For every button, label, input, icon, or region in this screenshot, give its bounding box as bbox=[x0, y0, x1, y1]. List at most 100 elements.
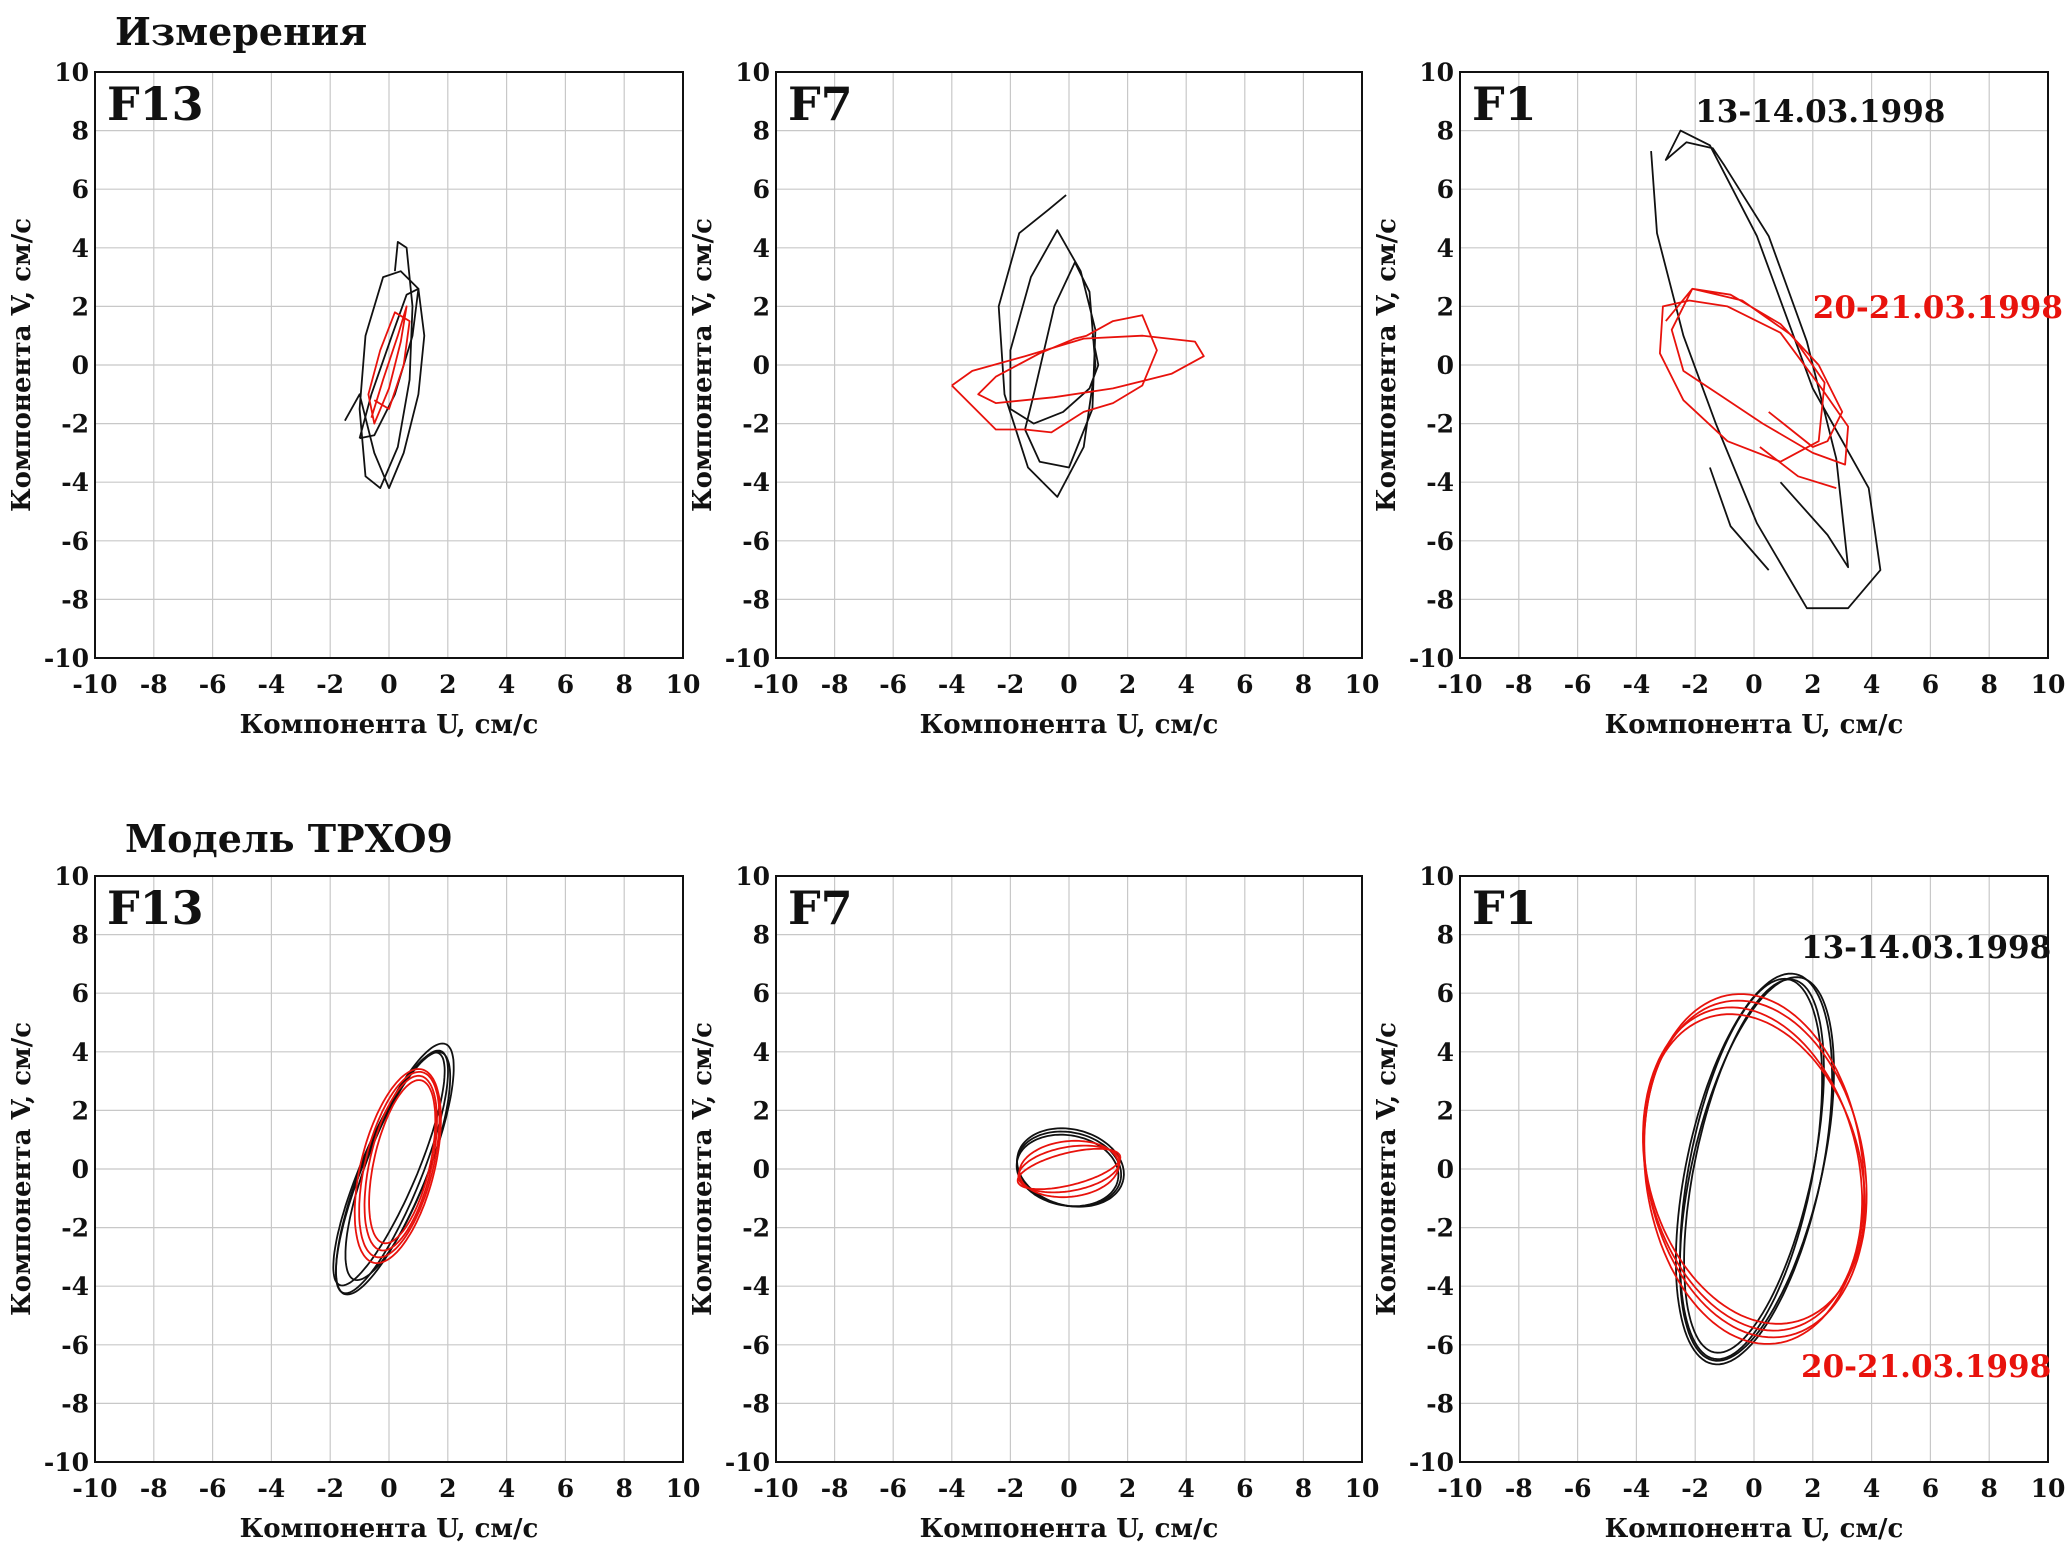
ellipse-red bbox=[363, 1074, 438, 1252]
x-tick-label: -4 bbox=[938, 1474, 966, 1503]
y-tick-label: 4 bbox=[753, 234, 770, 263]
section-title-model: Модель TPXO9 bbox=[125, 816, 453, 861]
y-tick-label: -2 bbox=[742, 1214, 770, 1243]
y-tick-label: -2 bbox=[61, 1214, 89, 1243]
x-tick-label: -2 bbox=[997, 1474, 1025, 1503]
ellipse-red bbox=[358, 1071, 441, 1259]
x-tick-label: 10 bbox=[2031, 1474, 2066, 1503]
y-tick-label: -6 bbox=[61, 1331, 89, 1360]
x-axis-label: Компонента U, см/с bbox=[240, 1514, 539, 1544]
plot-frame bbox=[775, 71, 1363, 659]
x-tick-label: 4 bbox=[1863, 1474, 1880, 1503]
ellipse-red bbox=[1016, 1147, 1122, 1191]
plot-frame bbox=[94, 71, 684, 659]
y-tick-label: 6 bbox=[72, 979, 89, 1008]
x-tick-label: 2 bbox=[1119, 1474, 1136, 1503]
y-tick-label: -10 bbox=[1409, 644, 1454, 673]
y-tick-label: -8 bbox=[61, 585, 89, 614]
y-tick-label: 8 bbox=[1437, 921, 1454, 950]
x-tick-label: -6 bbox=[1564, 1474, 1592, 1503]
y-tick-label: -8 bbox=[1426, 585, 1454, 614]
x-tick-label: 0 bbox=[380, 1474, 397, 1503]
x-tick-label: 2 bbox=[439, 670, 456, 699]
y-tick-label: -4 bbox=[61, 468, 89, 497]
x-tick-label: 0 bbox=[1745, 670, 1762, 699]
x-tick-label: 2 bbox=[1119, 670, 1136, 699]
x-tick-label: -6 bbox=[879, 1474, 907, 1503]
y-tick-label: -8 bbox=[742, 585, 770, 614]
y-tick-label: -10 bbox=[44, 1448, 89, 1477]
x-tick-label: -6 bbox=[1564, 670, 1592, 699]
ellipse-red bbox=[368, 1079, 437, 1245]
y-axis-label: Компонента V, см/с bbox=[1372, 218, 1402, 512]
ellipse-red bbox=[1642, 1006, 1863, 1332]
series-group bbox=[951, 194, 1205, 498]
y-tick-label: 0 bbox=[753, 351, 770, 380]
ellipse-black bbox=[1683, 978, 1825, 1354]
x-tick-label: 10 bbox=[666, 670, 701, 699]
date-annotation: 13-14.03.1998 bbox=[1801, 930, 2051, 966]
ellipse-red bbox=[1018, 1139, 1120, 1199]
x-axis-label: Компонента U, см/с bbox=[920, 1514, 1219, 1544]
y-tick-label: 10 bbox=[54, 862, 89, 891]
x-tick-label: -2 bbox=[1681, 670, 1709, 699]
y-tick-label: 8 bbox=[1437, 117, 1454, 146]
chart-panel-2: -10 -8 -6 -4 -2 0 2 4 6 8 10 -10 -8 -6 -4 -2 0 2 4 6 8 10 Комп… bbox=[688, 58, 1379, 740]
panel-label: F1 bbox=[1472, 881, 1537, 935]
x-tick-label: -4 bbox=[1623, 1474, 1651, 1503]
chart-panel-4: -10 -8 -6 -4 -2 0 2 4 6 8 10 -10 -8 -6 -4 -2 0 2 4 6 8 10 Комп… bbox=[7, 862, 700, 1544]
y-tick-label: -4 bbox=[1426, 1272, 1454, 1301]
x-tick-label: 10 bbox=[2031, 670, 2066, 699]
ellipse-red bbox=[1642, 1013, 1866, 1325]
plot-frame bbox=[94, 875, 684, 1463]
x-axis-label: Компонента U, см/с bbox=[240, 710, 539, 740]
x-tick-label: -4 bbox=[938, 670, 966, 699]
x-tick-label: 10 bbox=[1345, 1474, 1380, 1503]
x-tick-label: -2 bbox=[316, 670, 344, 699]
y-tick-label: -10 bbox=[725, 644, 770, 673]
y-tick-label: 4 bbox=[753, 1038, 770, 1067]
y-tick-label: 4 bbox=[72, 1038, 89, 1067]
series-line-red bbox=[1659, 287, 1849, 466]
y-tick-label: -6 bbox=[742, 1331, 770, 1360]
y-axis-label: Компонента V, см/с bbox=[7, 1022, 37, 1316]
y-tick-label: -2 bbox=[1426, 410, 1454, 439]
series-group bbox=[1015, 1127, 1125, 1208]
x-tick-label: 4 bbox=[1177, 670, 1194, 699]
x-axis-label: Компонента U, см/с bbox=[1605, 1514, 1904, 1544]
x-tick-label: 4 bbox=[1863, 670, 1880, 699]
series-line-black bbox=[1709, 467, 1770, 571]
x-tick-label: -8 bbox=[140, 670, 168, 699]
x-tick-label: 0 bbox=[380, 670, 397, 699]
x-tick-label: 0 bbox=[1745, 1474, 1762, 1503]
x-tick-label: -2 bbox=[316, 1474, 344, 1503]
panel-label: F7 bbox=[788, 881, 853, 935]
x-tick-label: -8 bbox=[140, 1474, 168, 1503]
y-tick-label: 0 bbox=[753, 1155, 770, 1184]
y-tick-label: -2 bbox=[61, 410, 89, 439]
x-tick-label: -6 bbox=[879, 670, 907, 699]
date-annotation: 20-21.03.1998 bbox=[1801, 1349, 2051, 1385]
series-line-red bbox=[1759, 446, 1837, 489]
y-tick-label: 10 bbox=[54, 58, 89, 87]
ellipse-black bbox=[1679, 977, 1823, 1361]
x-tick-label: 6 bbox=[1236, 1474, 1253, 1503]
y-tick-label: -6 bbox=[61, 527, 89, 556]
ellipse-red bbox=[1017, 1144, 1121, 1194]
x-tick-label: 6 bbox=[557, 670, 574, 699]
series-group bbox=[1650, 129, 1882, 610]
series-group bbox=[332, 1042, 455, 1296]
x-tick-label: -10 bbox=[753, 670, 798, 699]
x-tick-label: -2 bbox=[1681, 1474, 1709, 1503]
panel-label: F1 bbox=[1472, 77, 1537, 131]
x-tick-label: -6 bbox=[199, 1474, 227, 1503]
y-tick-label: -4 bbox=[742, 468, 770, 497]
y-tick-label: 6 bbox=[72, 175, 89, 204]
y-tick-label: 0 bbox=[1437, 351, 1454, 380]
x-tick-label: 0 bbox=[1060, 670, 1077, 699]
series-line-red bbox=[367, 305, 411, 425]
panel-label: F13 bbox=[107, 77, 204, 131]
plot-frame bbox=[775, 875, 1363, 1463]
date-annotation: 13-14.03.1998 bbox=[1695, 94, 1945, 130]
x-tick-label: 6 bbox=[1922, 1474, 1939, 1503]
